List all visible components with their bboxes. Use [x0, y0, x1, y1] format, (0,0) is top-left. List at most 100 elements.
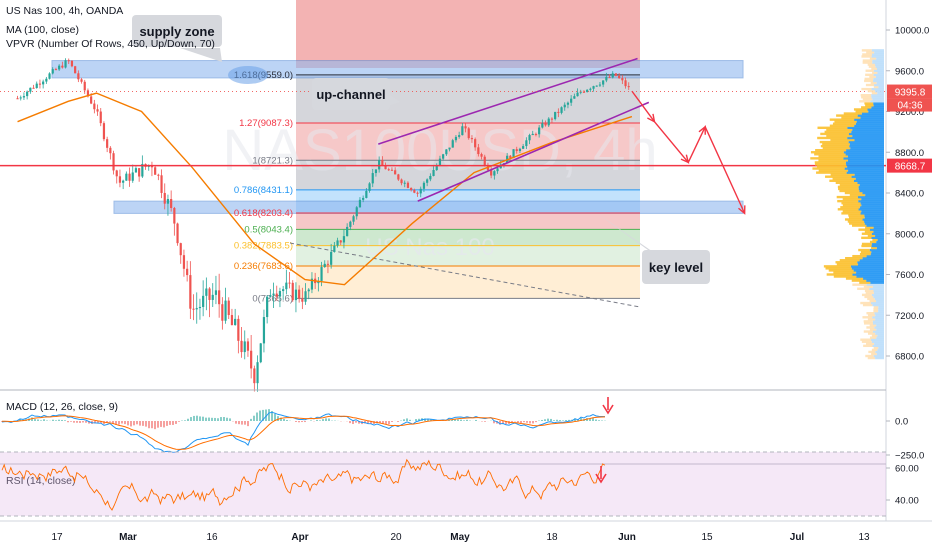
- vpvr-down-bar: [847, 136, 884, 140]
- ma-100-line[interactable]: [17, 92, 633, 286]
- macd-histogram-bar: [34, 419, 36, 421]
- candle-body: [349, 221, 352, 227]
- key-level-callout[interactable]: key level: [598, 214, 710, 284]
- vpvr-down-bar: [846, 149, 884, 152]
- candle-body: [550, 118, 554, 120]
- macd-histogram-bar: [568, 419, 570, 421]
- candle-body: [490, 170, 493, 176]
- macd-histogram-bar: [82, 421, 84, 423]
- vpvr-down-bar: [858, 185, 884, 189]
- vpvr-down-bar: [874, 297, 884, 301]
- macd-histogram-bar: [223, 417, 225, 421]
- vpvr-down-bar: [859, 206, 884, 209]
- vpvr-up-bar: [866, 326, 875, 329]
- macd-histogram-bar: [157, 421, 159, 428]
- vpvr-up-bar: [839, 183, 860, 187]
- macd-histogram-bar: [235, 421, 237, 424]
- macd-histogram-bar: [154, 421, 156, 430]
- time-tick-label: 15: [701, 532, 713, 543]
- fib-level-label: 0.5(8043.4): [244, 224, 293, 235]
- vpvr-down-bar: [875, 314, 884, 317]
- vpvr-down-bar: [874, 83, 884, 87]
- time-tick-label: 20: [390, 532, 402, 543]
- vpvr-down-bar: [851, 267, 884, 270]
- candle-body: [330, 251, 333, 265]
- projection-arrowhead: [647, 113, 656, 123]
- macd-histogram-bar: [517, 421, 519, 423]
- dashed-trend-line[interactable]: [289, 242, 641, 308]
- vpvr-up-bar: [859, 252, 871, 256]
- candle-body: [157, 174, 160, 176]
- candle-body: [246, 341, 250, 351]
- macd-histogram-bar: [226, 417, 228, 421]
- vpvr-down-bar: [872, 330, 884, 333]
- candle-body: [346, 226, 349, 237]
- vpvr-down-bar: [850, 265, 884, 268]
- vpvr-up-bar: [826, 134, 853, 138]
- vpvr-down-bar: [872, 61, 884, 64]
- macd-histogram-bar: [229, 418, 231, 421]
- candle-body: [288, 282, 291, 284]
- channel-lower-line[interactable]: [417, 101, 650, 202]
- vpvr-down-bar: [878, 85, 884, 89]
- up-channel-callout[interactable]: up-channel: [312, 78, 400, 110]
- macd-histogram-bar: [466, 419, 468, 421]
- time-axis[interactable]: 17 Mar 16 Apr 20 May 18 Jun 15 Jul 13: [51, 532, 870, 543]
- macd-histogram-bar: [94, 421, 96, 424]
- vpvr-down-bar: [871, 340, 884, 343]
- vpvr-up-bar: [842, 210, 862, 213]
- time-tick-label: Apr: [291, 532, 308, 543]
- macd-histogram-bar: [295, 421, 297, 422]
- candle-body: [406, 182, 410, 188]
- macd-histogram-bar: [85, 421, 87, 423]
- candle-body: [528, 135, 531, 141]
- candle-body: [493, 171, 496, 176]
- last-price-value: 9395.8: [895, 88, 926, 99]
- vpvr-up-bar: [869, 299, 877, 303]
- vpvr-up-bar: [869, 240, 877, 244]
- vpvr-up-bar: [818, 159, 848, 162]
- vpvr-down-bar: [861, 197, 884, 201]
- vpvr-down-bar: [872, 320, 884, 323]
- candle-body: [218, 290, 221, 305]
- macd-histogram-bar: [370, 421, 372, 424]
- candle-body: [442, 154, 445, 159]
- macd-histogram-bar: [316, 419, 318, 421]
- macd-histogram-bar: [415, 419, 417, 421]
- macd-histogram-bar: [76, 421, 78, 423]
- fib-highlight-ellipse: [228, 66, 268, 84]
- projection-arrows[interactable]: [631, 90, 746, 215]
- candle-body: [125, 173, 128, 181]
- vpvr-up-bar: [865, 73, 874, 77]
- vpvr-down-bar: [847, 126, 884, 129]
- vpvr-up-bar: [852, 224, 867, 227]
- vpvr-down-bar: [873, 295, 884, 299]
- vpvr-down-bar: [862, 191, 884, 195]
- candle-body: [358, 199, 362, 208]
- vpvr-up-bar: [865, 104, 874, 107]
- candle-body: [122, 180, 125, 183]
- candle-body: [429, 175, 432, 180]
- vpvr-up-bar: [833, 271, 857, 274]
- macd-histogram-bar: [121, 421, 123, 424]
- candle-body: [19, 97, 22, 99]
- candle-body: [285, 282, 288, 290]
- candle-body: [48, 73, 51, 79]
- channel-upper-line[interactable]: [378, 57, 638, 145]
- supply-zone-callout[interactable]: supply zone: [132, 15, 222, 62]
- macd-histogram-bar: [184, 420, 186, 421]
- candle-body: [480, 154, 483, 157]
- vpvr-down-bar: [844, 167, 884, 170]
- vpvr-up-bar: [814, 161, 846, 164]
- vpvr-up-bar: [819, 140, 849, 144]
- candle-body: [595, 85, 598, 87]
- candle-body: [467, 128, 470, 139]
- macd-histogram-bar: [547, 418, 549, 421]
- vpvr-down-bar: [876, 240, 884, 244]
- macd-histogram-bar: [310, 420, 312, 421]
- candle-body: [163, 192, 166, 204]
- vpvr-up-bar: [837, 185, 859, 189]
- vpvr-up-bar: [836, 114, 858, 117]
- macd-histogram-bar: [553, 420, 555, 421]
